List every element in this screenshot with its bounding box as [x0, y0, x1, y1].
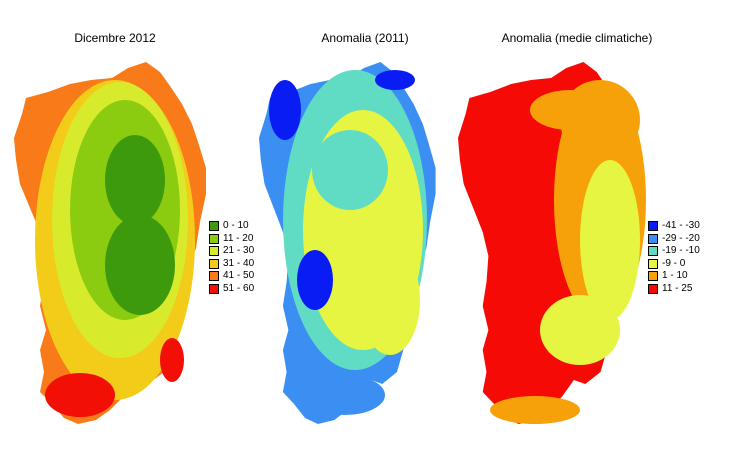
legend-item: 0 - 10	[209, 220, 254, 233]
map-zone	[360, 245, 420, 355]
legend-item: 51 - 60	[209, 283, 254, 296]
map-zone	[312, 130, 388, 210]
legend-item: 11 - 20	[209, 233, 254, 246]
legend-swatch	[209, 246, 219, 257]
legend-swatch	[648, 221, 658, 232]
map-zone	[540, 295, 620, 365]
legend-swatch	[648, 246, 658, 257]
legend-swatch	[648, 233, 658, 244]
legend-label: -9 - 0	[662, 257, 686, 269]
legend-item: -41 - -30	[648, 220, 700, 233]
legend-swatch	[209, 283, 219, 294]
map-title: Anomalia (2011)	[321, 31, 409, 45]
map-zone	[580, 160, 640, 320]
map-panel-anomalia-2011: Anomalia (2011)	[245, 0, 450, 450]
legend-label: -41 - -30	[662, 220, 700, 231]
legend-swatch	[209, 233, 219, 244]
map-zone	[105, 215, 175, 315]
legend-item: -9 - 0	[648, 258, 700, 271]
map-panel-dicembre-2012: Dicembre 2012 0 - 10 11 - 20 21 - 30 31 - 4…	[0, 0, 254, 450]
map-zone	[297, 250, 333, 310]
map-zone	[305, 375, 385, 415]
map-zone	[18, 118, 42, 162]
map-zone	[375, 70, 415, 90]
legend-swatch	[648, 258, 658, 269]
legend-item: 11 - 25	[648, 283, 700, 296]
legend-swatch	[209, 258, 219, 269]
legend-item: 21 - 30	[209, 245, 254, 258]
legend-item: -19 - -10	[648, 245, 700, 258]
legend-swatch	[209, 221, 219, 232]
legend-label: 11 - 20	[223, 232, 254, 244]
legend-label: 11 - 25	[662, 282, 693, 294]
legend-label: 21 - 30	[223, 245, 255, 256]
legend-swatch	[648, 283, 658, 294]
legend-label: 1 - 10	[662, 270, 688, 281]
legend-item: 41 - 50	[209, 270, 254, 283]
map-panel-anomalia-medie: Anomalia (medie climatiche) -41 - -30 -29…	[450, 0, 730, 450]
map-title: Dicembre 2012	[74, 31, 156, 45]
legend-label: 51 - 60	[223, 282, 255, 294]
map-zone	[490, 396, 580, 424]
map-legend: 0 - 10 11 - 20 21 - 30 31 - 40 41 - 50 51 - 6…	[209, 220, 254, 295]
legend-label: -19 - -10	[662, 245, 700, 256]
map-zone	[269, 80, 301, 140]
legend-item: 1 - 10	[648, 270, 700, 283]
legend-label: 0 - 10	[223, 220, 249, 231]
sardinia-map-anomaly-2011	[259, 62, 436, 424]
legend-label: 31 - 40	[223, 257, 255, 269]
map-zone	[45, 373, 115, 417]
sardinia-map-anomaly-climatic	[458, 62, 646, 424]
map-zone	[105, 135, 165, 225]
map-zone	[530, 90, 610, 130]
legend-swatch	[648, 271, 658, 282]
legend-label: -29 - -20	[662, 232, 700, 244]
legend-item: 31 - 40	[209, 258, 254, 271]
map-title: Anomalia (medie climatiche)	[501, 31, 653, 45]
legend-item: -29 - -20	[648, 233, 700, 246]
map-zone	[160, 338, 184, 382]
legend-swatch	[209, 271, 219, 282]
legend-label: 41 - 50	[223, 270, 255, 281]
sardinia-map-rainfall-days	[14, 62, 206, 424]
